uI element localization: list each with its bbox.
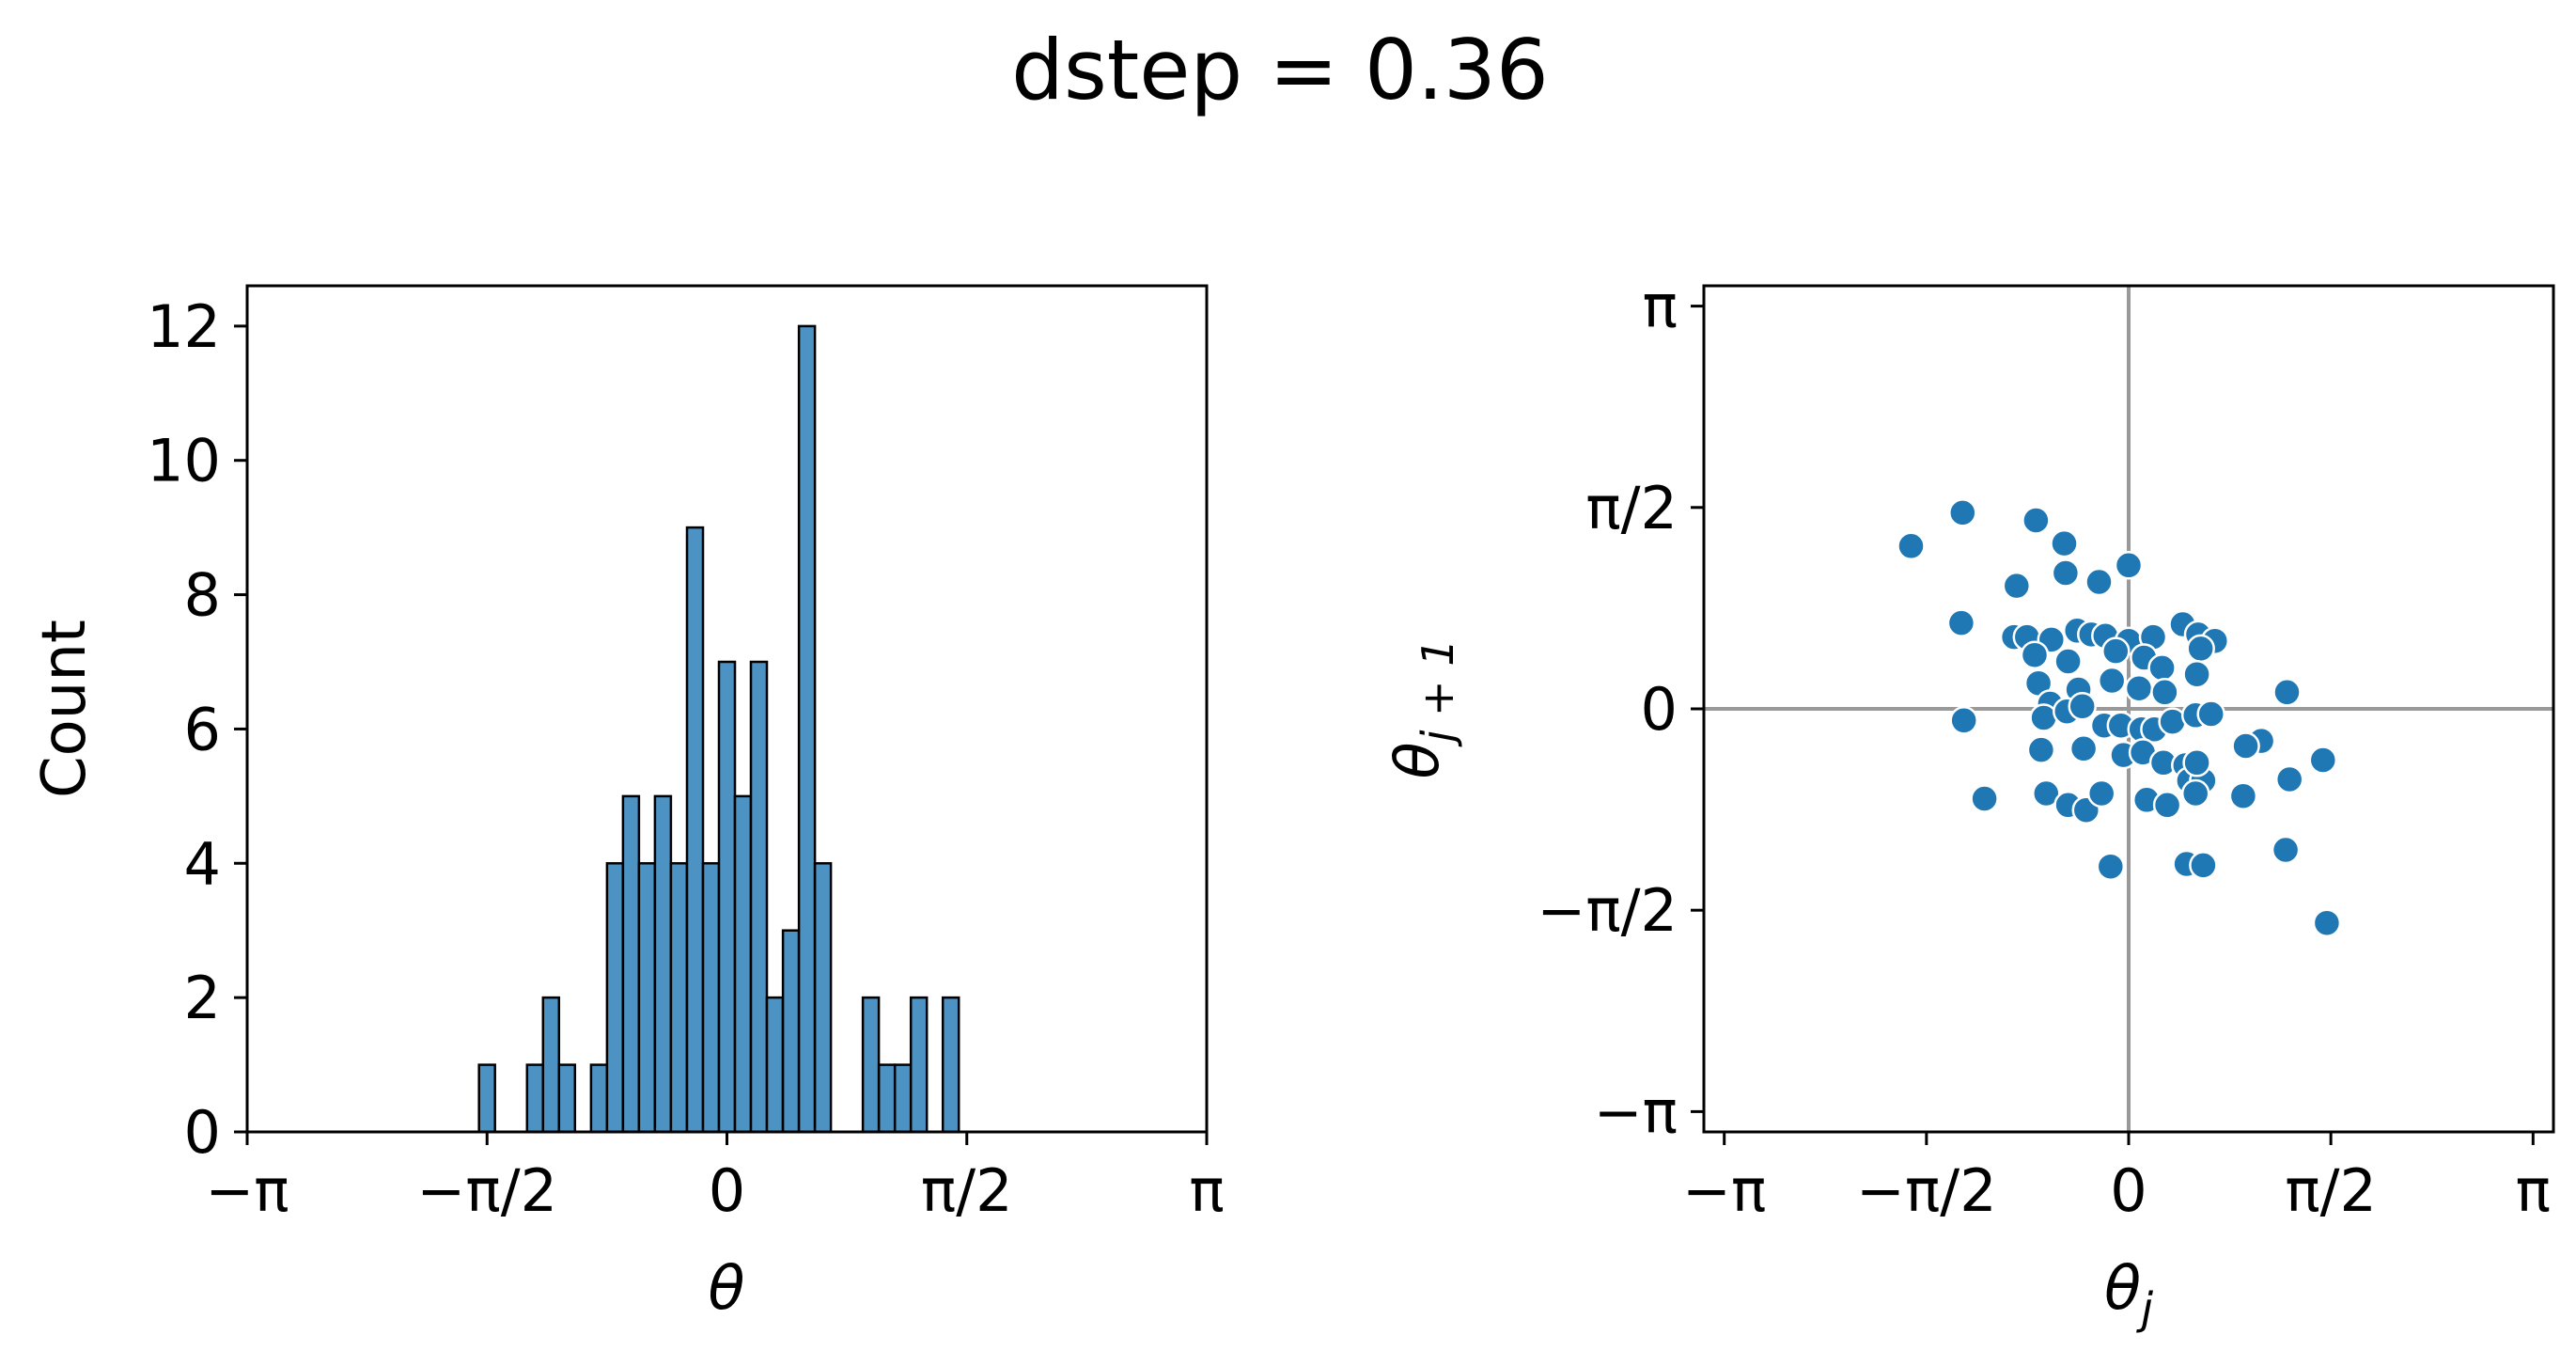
scatter-point [2053, 647, 2083, 676]
scatter-x-tick-label: π [2516, 1156, 2551, 1225]
histogram-bar [541, 996, 561, 1134]
scatter-x-tick-label: 0 [2110, 1156, 2147, 1225]
histogram-bar [781, 929, 801, 1134]
scatter-point [2147, 653, 2177, 683]
histogram-bar [733, 794, 753, 1134]
histogram-bar [717, 660, 737, 1134]
histogram-bar [653, 794, 673, 1134]
scatter-reference-lines [1704, 286, 2553, 1132]
scatter-point [2022, 506, 2051, 535]
histogram-bar [589, 1063, 609, 1134]
scatter-panel: −π −π/2 0 π/2 π −π −π/2 0 π/2 π θj θj + 1 [1383, 273, 2555, 1334]
scatter-point [2308, 746, 2338, 775]
histogram-bars [477, 324, 960, 1134]
scatter-y-tick-label: 0 [1641, 675, 1678, 744]
scatter-point [2069, 734, 2099, 763]
scatter-point [2231, 731, 2260, 761]
histogram-bar [477, 1063, 496, 1134]
scatter-x-tick-label: −π/2 [1856, 1156, 1997, 1225]
histogram-bar [605, 862, 625, 1134]
scatter-point [1897, 531, 1926, 561]
histogram-bar [669, 862, 689, 1134]
histogram-y-tick-label: 12 [147, 292, 221, 361]
scatter-x-tick-label: π/2 [2285, 1156, 2377, 1225]
scatter-x-tick-label: −π [1682, 1156, 1766, 1225]
histogram-bar [877, 1063, 897, 1134]
scatter-point [2002, 571, 2032, 601]
histogram-y-tick-label: 0 [184, 1098, 221, 1167]
histogram-y-tick-label: 8 [184, 561, 221, 630]
histogram-x-tick-label: π [1189, 1156, 1224, 1225]
histogram-bar [813, 862, 833, 1134]
scatter-point [2152, 791, 2182, 820]
scatter-point [2180, 778, 2210, 809]
scatter-point [2032, 778, 2061, 809]
scatter-point [2020, 640, 2050, 669]
scatter-point [2050, 528, 2079, 558]
scatter-point [2068, 692, 2097, 721]
histogram-x-label: θ [708, 1254, 744, 1324]
histogram-bar [893, 1063, 913, 1134]
scatter-point [2096, 852, 2126, 881]
scatter-point [1946, 608, 1976, 637]
histogram-y-ticks: 0 2 4 6 8 10 12 [147, 292, 247, 1167]
histogram-bar [765, 996, 785, 1134]
histogram-bar [749, 660, 769, 1134]
scatter-point [2228, 781, 2258, 810]
scatter-y-label: θj + 1 [1383, 639, 1463, 779]
histogram-x-tick-label: 0 [709, 1156, 745, 1225]
histogram-y-label: Count [30, 620, 100, 798]
histogram-y-tick-label: 2 [184, 964, 221, 1032]
histogram-bar [685, 526, 705, 1134]
histogram-bar [621, 794, 641, 1134]
scatter-point [2114, 551, 2144, 580]
histogram-bar [941, 996, 960, 1134]
scatter-point [2271, 835, 2301, 865]
scatter-point [2312, 908, 2342, 937]
scatter-point [2186, 634, 2215, 664]
scatter-points [1897, 498, 2342, 937]
scatter-y-tick-label: π [1643, 273, 1678, 341]
scatter-point [2124, 673, 2154, 703]
scatter-y-tick-label: −π/2 [1537, 876, 1678, 945]
histogram-x-tick-label: −π [205, 1156, 289, 1225]
scatter-point [2196, 699, 2225, 729]
scatter-point [1949, 706, 1978, 735]
histogram-y-tick-label: 4 [184, 829, 221, 898]
histogram-bar [557, 1063, 577, 1134]
histogram-bar [637, 862, 657, 1134]
histogram-bar [525, 1063, 545, 1134]
histogram-bar [861, 996, 881, 1134]
histogram-bar [909, 996, 929, 1134]
histogram-x-tick-label: −π/2 [416, 1156, 557, 1225]
histogram-x-ticks: −π −π/2 0 π/2 π [205, 1132, 1225, 1225]
scatter-point [1948, 498, 1977, 527]
scatter-point [2182, 659, 2211, 689]
histogram-y-tick-label: 10 [147, 427, 221, 495]
scatter-point [2150, 678, 2179, 707]
histogram-bar [701, 862, 721, 1134]
histogram-x-tick-label: π/2 [921, 1156, 1013, 1225]
scatter-y-ticks: −π −π/2 0 π/2 π [1537, 273, 1704, 1146]
scatter-y-tick-label: π/2 [1585, 474, 1678, 542]
scatter-point [2274, 764, 2304, 794]
scatter-point [2051, 558, 2081, 588]
scatter-point [2084, 567, 2114, 597]
scatter-point [1970, 784, 1999, 813]
scatter-x-label: θj [2104, 1254, 2153, 1334]
scatter-y-tick-label: −π [1594, 1077, 1678, 1146]
scatter-x-ticks: −π −π/2 0 π/2 π [1682, 1132, 2551, 1225]
scatter-point [2101, 636, 2131, 666]
histogram-panel: −π −π/2 0 π/2 π 0 2 4 6 8 10 12 θ Count [30, 284, 1225, 1324]
histogram-bar [797, 324, 817, 1134]
scatter-point [2272, 678, 2302, 707]
histogram-y-tick-label: 6 [184, 695, 221, 763]
scatter-point [2086, 778, 2116, 809]
scatter-point [2182, 748, 2211, 777]
scatter-point [2097, 666, 2127, 696]
figure-title: dstep = 0.36 [1011, 22, 1549, 118]
scatter-point [2026, 735, 2056, 764]
scatter-point [2189, 851, 2218, 880]
